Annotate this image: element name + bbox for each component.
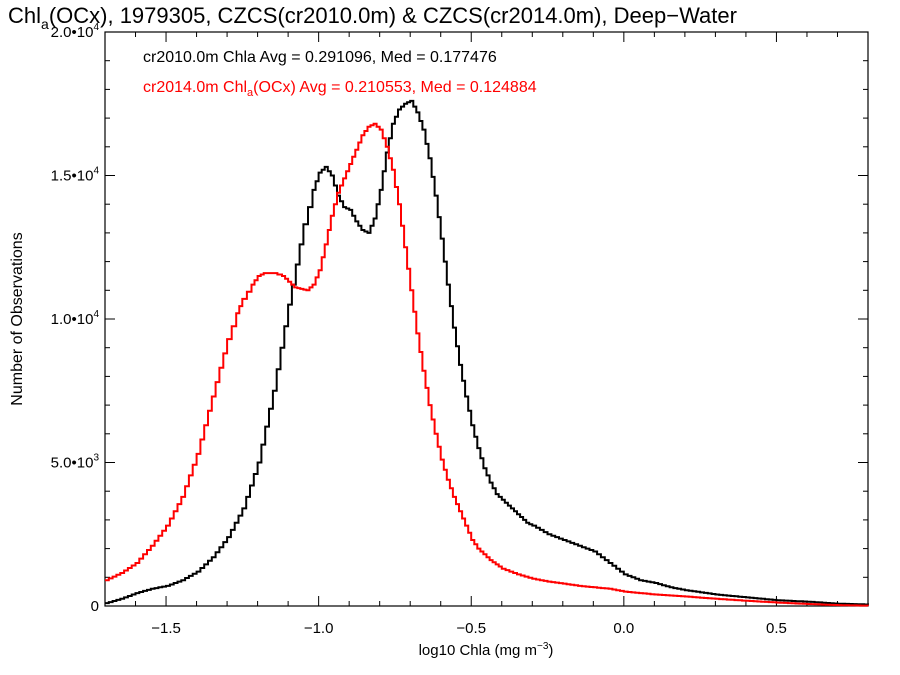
annotation-red: cr2014.0m Chla(OCx) Avg = 0.210553, Med … [143,79,537,99]
y-tick-label: 1.5•104 [51,166,100,185]
x-tick-label: −0.5 [456,620,486,637]
chart-title-pre: Chl [8,3,41,28]
x-axis-label-pre: log10 Chla (mg m [419,642,537,659]
x-axis-label: log10 Chla (mg m−3) [419,641,554,659]
x-axis-label-post: ) [548,642,553,659]
series-group [105,99,869,607]
annotation-black: cr2010.0m Chla Avg = 0.291096, Med = 0.1… [143,49,497,66]
x-tick-label: 0.0 [613,620,634,637]
y-axis-label: Number of Observations [9,232,26,405]
annotation-red-post: (OCx) Avg = 0.210553, Med = 0.124884 [253,79,537,96]
axis-ticks: −1.5 −1.0 −0.5 0.0 0.5 0 5.0•103 1.0•104 1.5•104… [51,22,869,637]
chart-title-post: (OCx), 1979305, CZCS(cr2010.0m) & CZCS(c… [49,3,737,28]
x-tick-label: 0.5 [766,620,787,637]
x-tick-label: −1.0 [304,620,334,637]
chart-title: Chla(OCx), 1979305, CZCS(cr2010.0m) & CZ… [8,3,737,32]
annotation-red-pre: cr2014.0m Chl [143,79,247,96]
y-tick-label: 2.0•104 [51,22,100,41]
x-axis-label-sup: −3 [537,641,549,652]
y-tick-label: 5.0•103 [51,453,100,472]
annotation-black-text: cr2010.0m Chla Avg = 0.291096, Med = 0.1… [143,49,497,66]
plot-frame [104,31,869,607]
x-tick-label: −1.5 [151,620,181,637]
chart-title-sub: a [41,16,49,32]
y-tick-label: 0 [91,598,99,615]
annotation-red-sub: a [247,87,254,99]
series-line-0 [105,99,869,606]
y-tick-label: 1.0•104 [51,309,100,328]
series-line-1 [105,122,869,607]
